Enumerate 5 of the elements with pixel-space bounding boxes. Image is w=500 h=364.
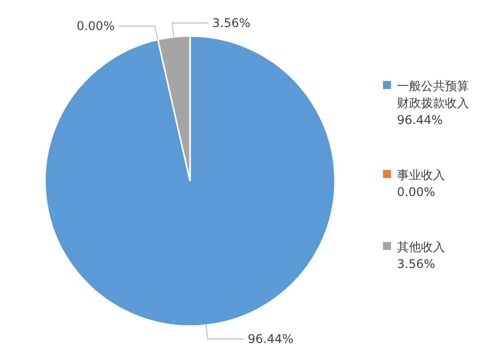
data-label: 3.56% <box>212 16 250 30</box>
legend-label: 一般公共预算财政拨款收入 <box>397 79 469 110</box>
legend-label: 事业收入 <box>397 168 445 182</box>
legend-label: 其他收入 <box>397 240 445 254</box>
data-label: 96.44% <box>248 332 294 346</box>
